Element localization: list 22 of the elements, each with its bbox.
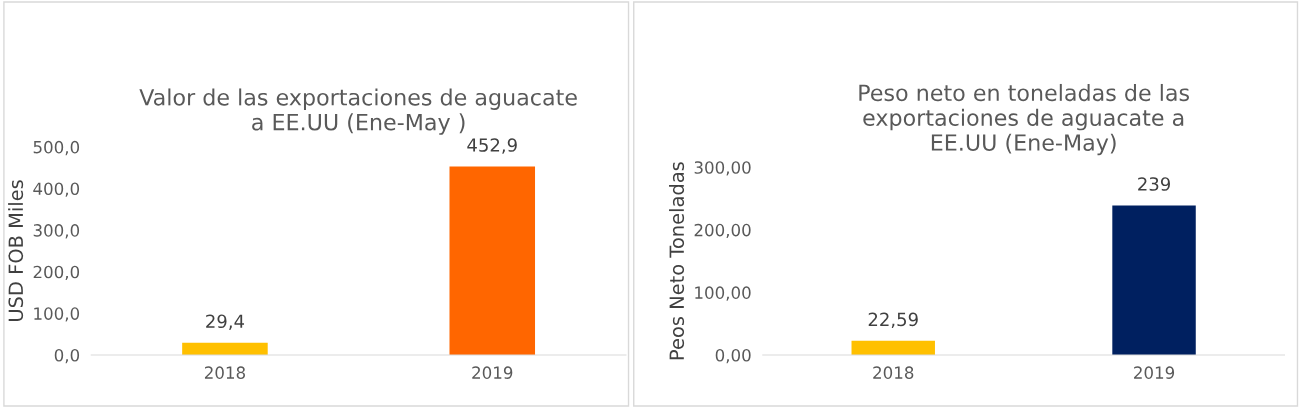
chart-title: Valor de las exportaciones de aguacate a EE.UU (Ene-May ) [139, 88, 577, 135]
y-tick-label: 0,0 [54, 348, 80, 364]
data-label: 29,4 [206, 314, 245, 330]
y-axis-title: Peos Neto Toneladas [669, 162, 685, 360]
y-tick-label: 200,00 [694, 223, 751, 239]
y-tick-label: 400,0 [33, 182, 80, 197]
x-tick-label: 2019 [1134, 366, 1175, 379]
data-label: 239 [1138, 177, 1170, 191]
data-label: 452,9 [467, 138, 517, 154]
y-tick-label: 300,0 [33, 224, 80, 239]
y-tick-label: 100,0 [34, 307, 80, 322]
x-tick-label: 2019 [472, 366, 513, 379]
y-tick-label: 200,0 [33, 265, 80, 280]
y-axis-title: USD FOB Miles [8, 180, 24, 321]
y-tick-label: 300,00 [694, 161, 751, 176]
x-tick-label: 2018 [204, 366, 246, 379]
chart-title: Peso neto en toneladas de las exportaciones de aguacate a EE.UU (Ene-May) [859, 83, 1189, 156]
y-tick-label: 0,00 [715, 348, 751, 364]
y-tick-label: 100,00 [695, 286, 751, 301]
x-tick-label: 2018 [873, 366, 914, 379]
y-tick-label: 500,0 [33, 140, 80, 156]
data-label: 22,59 [868, 312, 918, 329]
